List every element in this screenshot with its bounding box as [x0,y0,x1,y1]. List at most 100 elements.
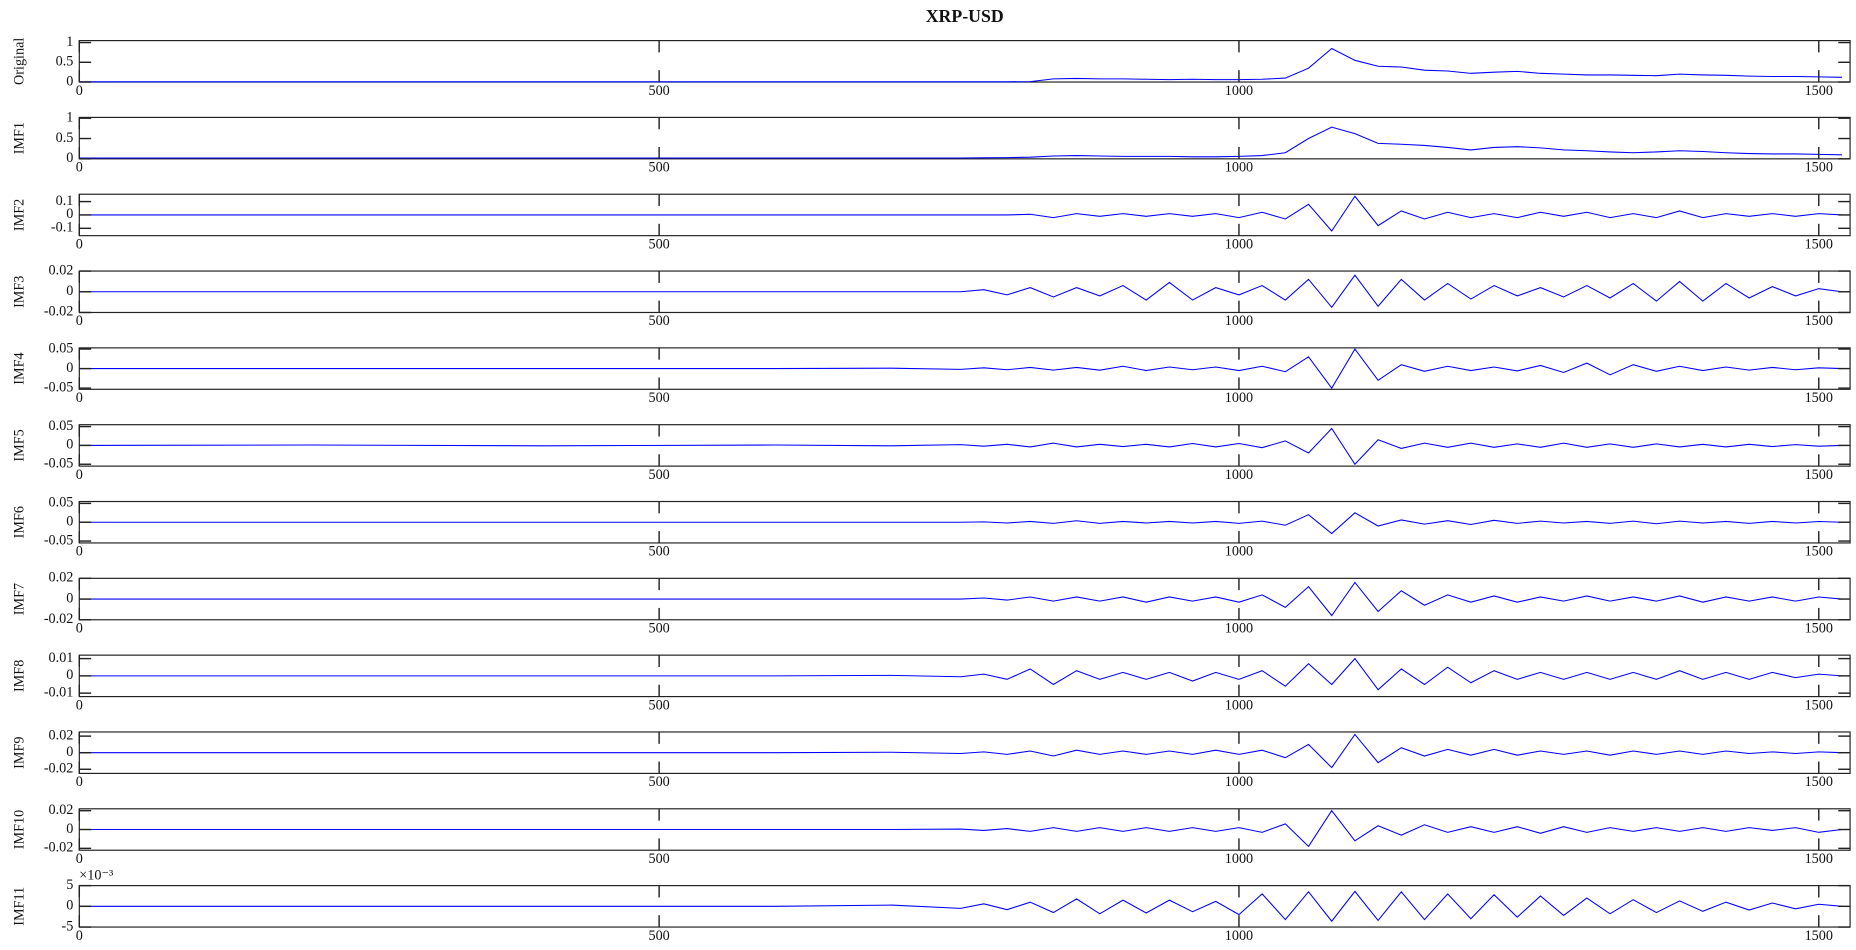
y-tick-label: 1 [66,109,73,125]
y-axis-label: IMF9 [11,737,27,769]
y-tick-label: -0.01 [44,684,74,700]
x-tick-label: 0 [76,313,83,329]
x-tick-label: 1500 [1805,160,1833,176]
x-tick-label: 1000 [1225,313,1253,329]
x-tick-label: 0 [76,851,83,867]
signal-line [79,274,1843,309]
y-axis-label: IMF4 [11,352,27,384]
y-tick-label: -0.02 [44,304,74,320]
axes-box [78,40,1851,83]
y-tick-label: 0 [66,360,73,376]
x-tick-label: 500 [648,697,669,713]
x-tick-label: 1500 [1805,467,1833,483]
y-axis-label: IMF7 [11,583,27,615]
y-tick-label: -0.02 [44,611,74,627]
y-tick-label: -0.02 [44,840,74,856]
y-tick-label: 0 [66,513,73,529]
y-tick-label: 0.1 [56,193,74,209]
signal-line [79,427,1842,466]
x-tick-label: 0 [76,83,83,99]
y-axis-label: IMF5 [11,429,27,461]
x-tick-label: 1000 [1225,390,1253,406]
x-tick-label: 500 [648,467,669,483]
y-tick-label: 0.05 [49,340,74,356]
x-tick-label: 1000 [1225,160,1253,176]
signal-line [79,890,1843,923]
y-tick-label: -0.05 [44,456,74,472]
y-tick-label: 0.01 [49,650,74,666]
x-tick-label: 0 [76,467,83,483]
signal-line [79,348,1842,390]
x-tick-label: 1000 [1225,236,1253,252]
x-tick-label: 500 [648,313,669,329]
x-tick-label: 1000 [1225,851,1253,867]
y-axis-label: IMF11 [11,887,27,926]
y-tick-label: 0 [66,283,73,299]
y-tick-label: 0 [66,590,73,606]
y-axis-label: IMF8 [11,660,27,692]
signal-line [79,126,1842,159]
signal-line [79,512,1842,535]
signal-line [79,195,1842,232]
y-tick-label: 0.05 [49,418,74,434]
x-tick-label: 1500 [1805,774,1833,790]
x-tick-label: 500 [648,236,669,252]
y-tick-label: 0 [66,898,73,914]
x-tick-label: 1500 [1805,928,1833,944]
x-tick-label: 0 [76,236,83,252]
y-tick-label: -0.05 [44,379,74,395]
y-tick-label: 0.05 [49,495,74,511]
signal-line [79,809,1843,848]
y-tick-label: 0 [66,150,73,166]
x-tick-label: 500 [648,390,669,406]
x-tick-label: 1000 [1225,83,1253,99]
y-axis-label: IMF6 [11,506,27,538]
x-tick-label: 0 [76,544,83,560]
y-tick-label: -0.1 [51,220,73,236]
y-axis-label: IMF10 [11,810,27,849]
x-tick-label: 1500 [1805,697,1833,713]
y-tick-label: 0 [66,744,73,760]
x-tick-label: 500 [648,774,669,790]
signal-line [79,733,1842,769]
signal-line [79,47,1842,83]
x-tick-label: 1500 [1805,544,1833,560]
x-tick-label: 1500 [1805,620,1833,636]
y-tick-label: -0.02 [44,761,74,777]
x-tick-label: 0 [76,620,83,636]
y-tick-label: 0.02 [49,802,74,818]
x-tick-label: 500 [648,544,669,560]
x-tick-label: 1500 [1805,851,1833,867]
y-tick-label: 0 [66,73,73,89]
x-tick-label: 1500 [1805,313,1833,329]
x-tick-label: 0 [76,928,83,944]
x-tick-label: 0 [76,390,83,406]
y-tick-label: 0 [66,821,73,837]
y-tick-label: 0.02 [49,727,74,743]
y-axis-label: IMF2 [11,199,27,231]
x-tick-label: 0 [76,697,83,713]
y-tick-label: -5 [62,918,74,934]
y-axis-label: IMF1 [11,122,27,154]
axis-multiplier: ×10⁻³ [79,867,113,883]
x-tick-label: 0 [76,160,83,176]
y-tick-label: -0.05 [44,532,74,548]
y-axis-label: Original [11,38,27,85]
axes-box [78,116,1851,160]
y-tick-label: 0 [66,667,73,683]
x-tick-label: 1000 [1225,467,1253,483]
x-tick-label: 500 [648,620,669,636]
y-tick-label: 0 [66,206,73,222]
signal-line [79,581,1843,617]
x-tick-label: 500 [648,851,669,867]
x-tick-label: 1000 [1225,620,1253,636]
x-tick-label: 1000 [1225,774,1253,790]
y-tick-label: 0.02 [49,570,74,586]
x-tick-label: 1000 [1225,928,1253,944]
y-tick-label: 1 [66,34,73,50]
x-tick-label: 1500 [1805,390,1833,406]
x-tick-label: 500 [648,928,669,944]
x-tick-label: 1000 [1225,697,1253,713]
